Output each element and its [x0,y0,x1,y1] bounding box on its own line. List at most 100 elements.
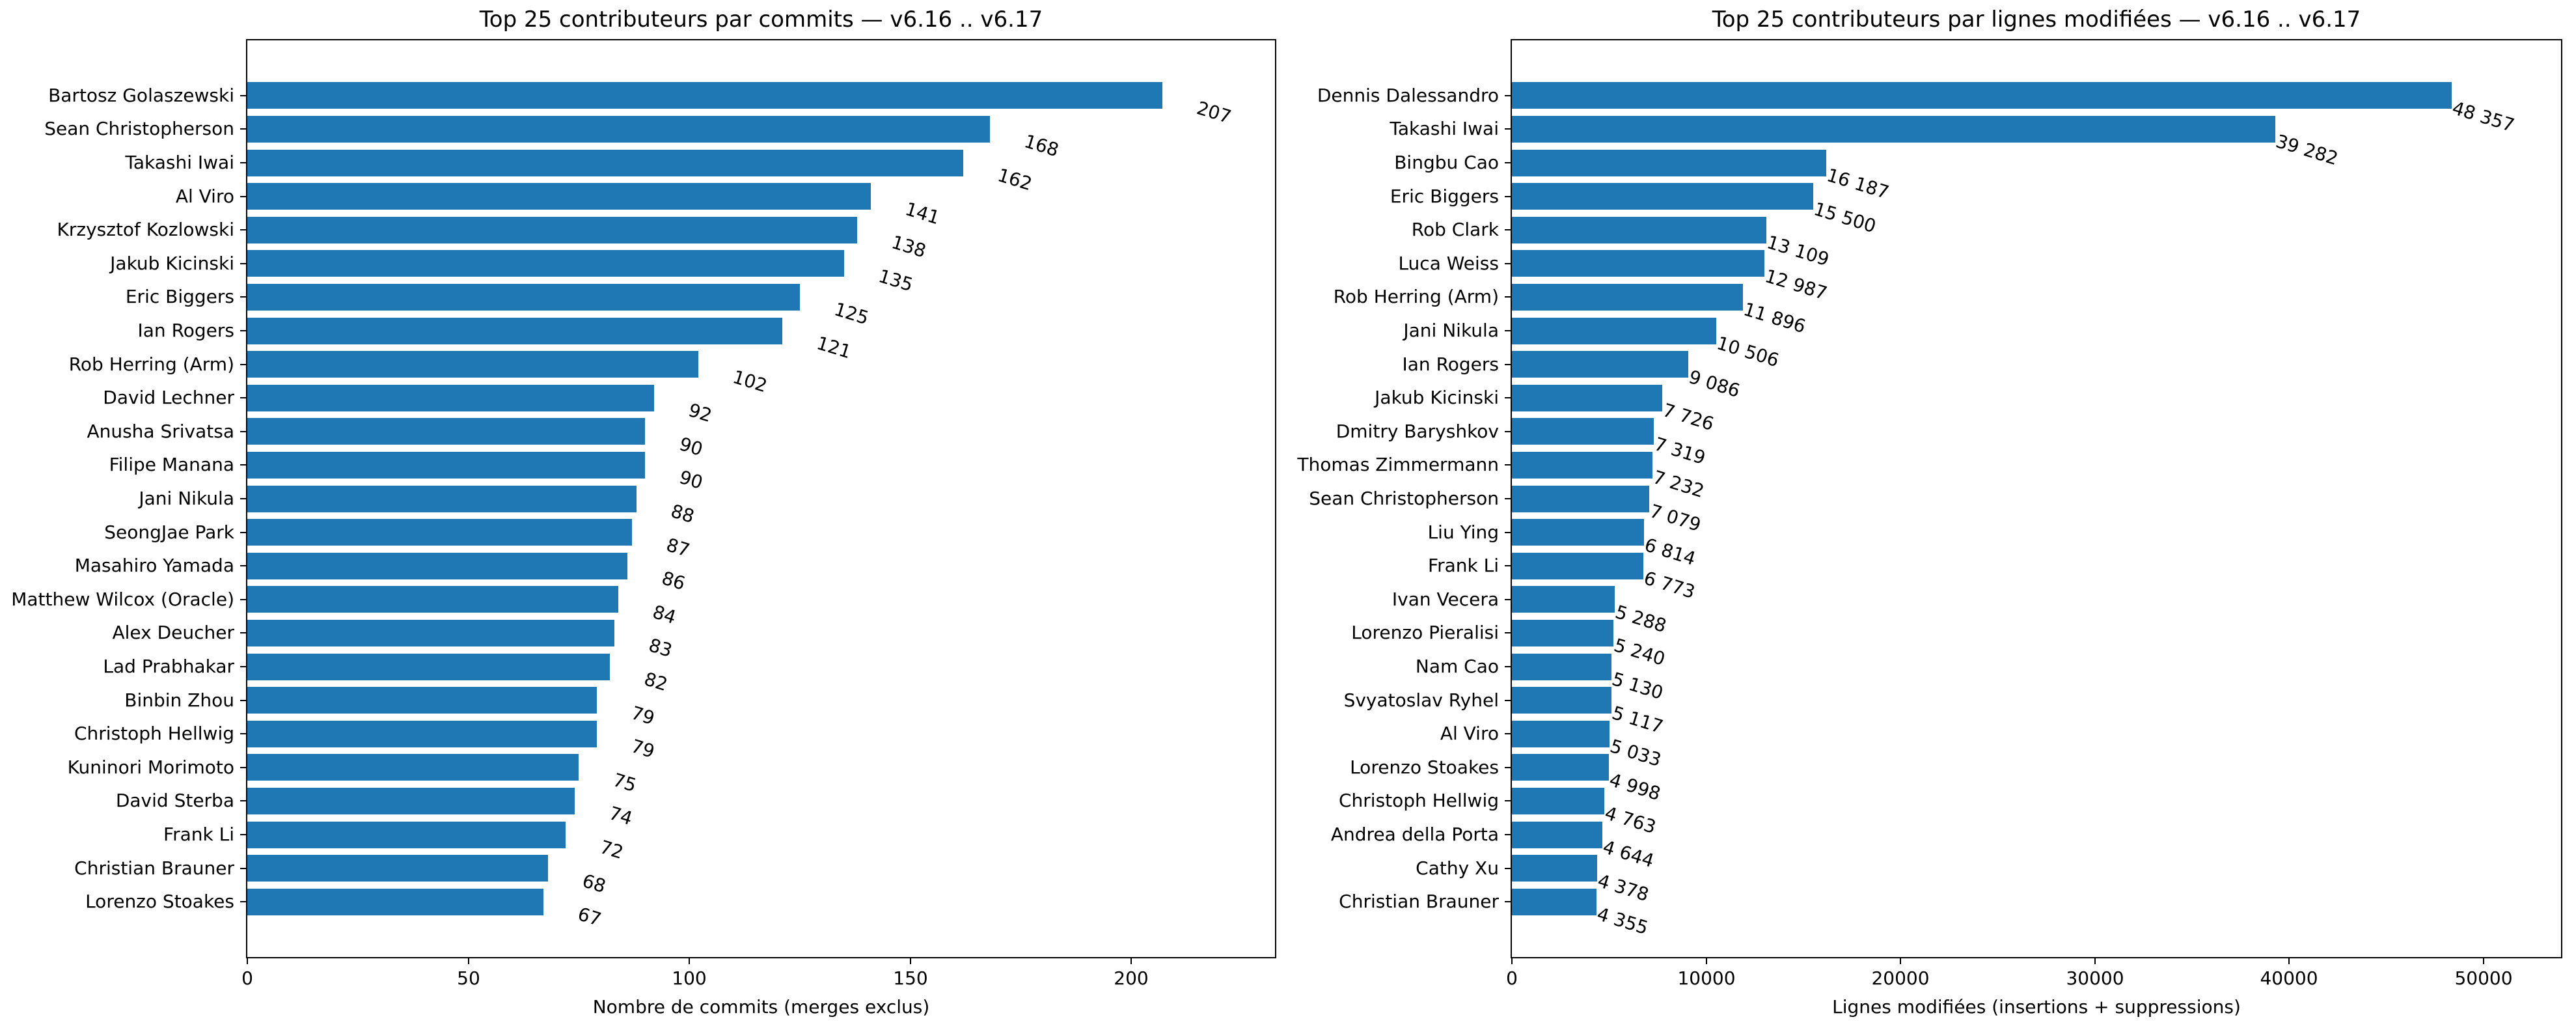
y-tick-mark [240,666,246,667]
x-axis-label: Nombre de commits (merges exclus) [592,996,930,1018]
category-label: Takashi Iwai [1390,118,1499,139]
y-tick-mark [1505,767,1511,768]
y-tick-mark [240,263,246,264]
y-tick-mark [240,901,246,902]
category-label: Eric Biggers [1390,186,1499,207]
category-label: David Sterba [115,790,234,811]
x-tick-mark [1706,958,1707,964]
y-tick-mark [240,868,246,869]
bar [247,855,548,882]
category-label: Kuninori Morimoto [67,757,234,778]
x-tick-mark [2288,958,2290,964]
bar [1512,318,1716,344]
x-tick-label: 100 [672,967,707,989]
bar [247,687,597,714]
y-tick-mark [240,128,246,130]
y-tick-mark [240,599,246,600]
bar [247,452,645,479]
bar [247,586,618,613]
y-tick-mark [1505,868,1511,869]
y-tick-mark [1505,196,1511,197]
category-label: Lorenzo Pieralisi [1351,622,1499,643]
y-tick-mark [240,632,246,633]
y-tick-mark [1505,330,1511,331]
y-tick-mark [1505,901,1511,902]
category-label: Sean Christopherson [44,118,234,139]
x-tick-label: 0 [241,967,253,989]
category-label: Takashi Iwai [125,152,234,173]
y-tick-mark [240,95,246,96]
bar [1512,486,1649,512]
category-label: Anusha Srivatsa [87,421,234,442]
category-label: Bartosz Golaszewski [48,85,234,106]
y-tick-mark [1505,431,1511,432]
bar [247,486,637,512]
y-tick-mark [240,229,246,230]
category-label: Krzysztof Kozlowski [57,219,234,240]
y-tick-mark [240,162,246,163]
category-label: Lorenzo Stoakes [85,891,234,912]
y-tick-mark [1505,666,1511,667]
category-label: Al Viro [1440,723,1499,744]
category-label: Luca Weiss [1398,253,1499,274]
bar [1512,855,1597,882]
category-label: Lad Prabhakar [103,656,234,677]
category-label: Binbin Zhou [124,689,234,711]
category-label: David Lechner [103,387,234,408]
bar [1512,452,1652,479]
y-tick-mark [1505,599,1511,600]
x-tick-label: 10000 [1677,967,1736,989]
y-tick-mark [1505,128,1511,130]
y-tick-mark [240,800,246,801]
category-label: Filipe Manana [109,454,234,475]
category-label: Nam Cao [1415,656,1499,677]
bar [247,385,654,411]
x-tick-label: 20000 [1871,967,1930,989]
bar [247,788,575,814]
category-label: Jakub Kicinski [1375,387,1499,408]
bar [1512,217,1766,243]
y-tick-mark [1505,834,1511,835]
y-tick-mark [240,196,246,197]
x-tick-mark [1900,958,1901,964]
y-tick-mark [240,834,246,835]
y-tick-mark [1505,565,1511,566]
bar [1512,284,1743,311]
y-tick-mark [1505,296,1511,298]
bar [247,217,857,243]
x-tick-label: 200 [1114,967,1149,989]
y-tick-mark [1505,700,1511,701]
x-tick-mark [247,958,248,964]
bar [1512,116,2275,143]
bar [1512,418,1654,445]
category-label: Frank Li [1428,555,1499,576]
category-label: Andrea della Porta [1330,824,1499,845]
y-tick-mark [240,397,246,398]
category-label: Jani Nikula [139,488,234,509]
category-label: Rob Herring (Arm) [1333,286,1499,307]
bar [247,654,610,680]
y-tick-mark [1505,498,1511,499]
category-label: Frank Li [163,824,234,845]
category-label: Alex Deucher [112,622,234,643]
y-tick-mark [240,498,246,499]
category-label: Masahiro Yamada [74,555,234,576]
x-tick-label: 40000 [2260,967,2318,989]
bar [247,351,698,378]
category-label: Christoph Hellwig [74,723,234,744]
y-tick-mark [1505,800,1511,801]
category-label: Svyatoslav Ryhel [1343,689,1499,711]
bar [1512,150,1826,176]
x-tick-label: 150 [893,967,928,989]
bar [247,620,614,646]
category-label: Thomas Zimmermann [1297,454,1499,475]
category-label: Eric Biggers [125,286,234,307]
bar [1512,183,1813,210]
bar [1512,721,1610,747]
y-tick-mark [1505,229,1511,230]
category-label: Jakub Kicinski [110,253,234,274]
x-tick-mark [468,958,469,964]
category-label: Ian Rogers [137,320,235,341]
bar [247,250,844,277]
